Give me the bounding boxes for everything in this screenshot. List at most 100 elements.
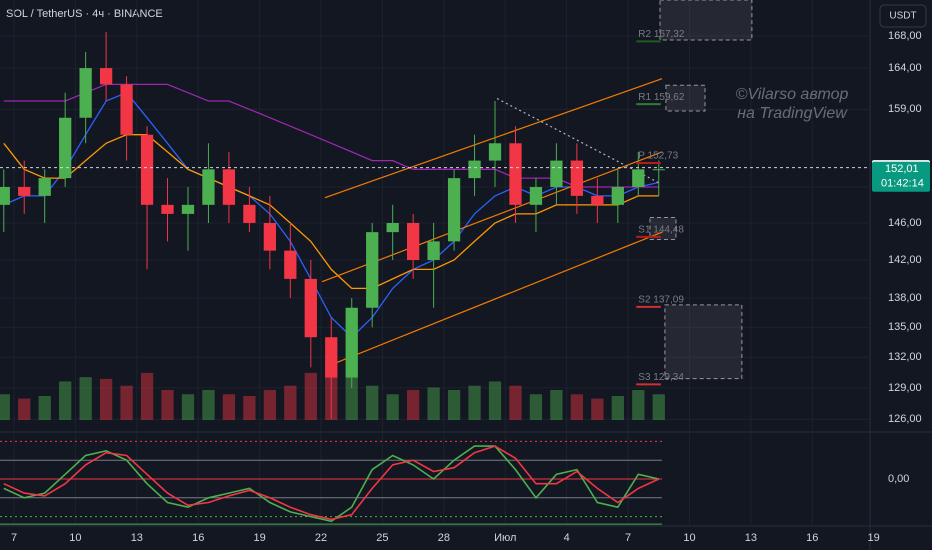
x-tick-label: 22 [315,532,327,544]
x-tick-label: 10 [69,532,81,544]
osc-tick-label: 0,00 [888,473,909,485]
x-tick-label: 16 [192,532,204,544]
candle-body [181,204,195,214]
volume-bar [570,394,584,420]
candle-body [38,178,51,196]
x-tick-label: 4 [564,532,570,544]
volume-bar [284,385,297,420]
volume-bar [99,378,113,420]
volume-bar [366,385,379,420]
volume-bar [38,396,51,420]
volume-bar [427,387,440,420]
volume-bar [345,377,358,420]
symbol-title: SOL / TetherUS · 4ч · BINANCE [6,8,163,20]
candle-body [447,178,461,242]
candle-body [488,143,502,161]
volume-bar [632,390,645,420]
volume-bar [447,390,461,420]
trend-line [326,231,663,367]
volume-bar [304,372,317,420]
volume-bar [120,385,133,420]
price-label-box [872,161,930,192]
candle-body [386,222,399,233]
x-tick-label: 25 [376,532,388,544]
y-tick-label: 159,00 [888,103,922,115]
candle-body [468,160,481,179]
candle-body [570,160,584,196]
candle-body [652,169,665,171]
candle-body [243,204,256,223]
candle-body [202,169,215,205]
x-tick-label: Июл [494,532,516,544]
price-label: 152,01 [885,163,919,175]
oscillator-line [3,445,660,521]
volume-bar [18,398,31,420]
candle-body [99,68,113,85]
volume-bar [263,390,276,420]
x-tick-label: 16 [806,532,818,544]
volume-bar [243,396,256,420]
pivot-label: S2 137,09 [638,295,684,306]
candle-body [366,232,379,308]
volume-bar [59,381,72,420]
candle-body [18,186,31,196]
candle-body [325,337,338,378]
moving-average [3,83,659,188]
volume-bar [468,385,481,420]
candle-body [0,186,10,205]
candle-body [550,160,563,187]
candle-body [161,204,174,214]
candle-body [284,250,297,279]
candle-body [406,222,420,260]
y-tick-label: 129,00 [888,382,922,394]
candle-body [632,169,645,187]
volume-bar [591,398,604,420]
candle-body [427,241,440,260]
y-tick-label: 142,00 [888,254,922,266]
volume-bar [550,390,563,420]
volume-bar [488,381,502,420]
volume-bar [140,372,154,420]
y-tick-label: 146,00 [888,217,922,229]
watermark: на TradingView [737,105,848,122]
y-tick-label: 168,00 [888,30,922,42]
volume-bar [406,390,420,420]
pivot-label: P 152,73 [638,151,678,162]
volume-bar [202,390,215,420]
volume-bar [79,377,92,420]
volume-bar [181,394,195,420]
pivot-label: R1 159,62 [638,92,685,103]
price-zone [659,0,753,41]
pivot-label: S1 144,48 [638,225,684,236]
watermark: ©Vilarso автор [736,86,849,103]
currency-button[interactable] [879,4,927,28]
volume-bar [529,394,543,420]
candle-body [611,186,624,205]
y-tick-label: 135,00 [888,321,922,333]
x-tick-label: 13 [131,532,143,544]
candle-body [304,278,317,338]
x-tick-label: 28 [438,532,450,544]
moving-average [3,91,659,339]
candle-body [222,169,236,205]
trend-line [321,151,663,283]
x-tick-label: 7 [11,532,17,544]
candle-body [263,222,276,251]
currency-label[interactable]: USDT [889,11,916,22]
candle-body [79,68,92,118]
y-tick-label: 138,00 [888,292,922,304]
volume-bar [509,385,522,420]
candle-body [345,307,358,378]
countdown: 01:42:14 [881,178,924,190]
candle-body [591,195,604,205]
x-tick-label: 7 [625,532,631,544]
volume-bar [652,394,665,420]
volume-bar [611,396,624,420]
y-tick-label: 132,00 [888,351,922,363]
pivot-label: S3 129,34 [638,372,684,383]
x-tick-label: 19 [253,532,265,544]
volume-bar [222,394,236,420]
trend-line [496,97,661,184]
x-tick-label: 10 [683,532,695,544]
